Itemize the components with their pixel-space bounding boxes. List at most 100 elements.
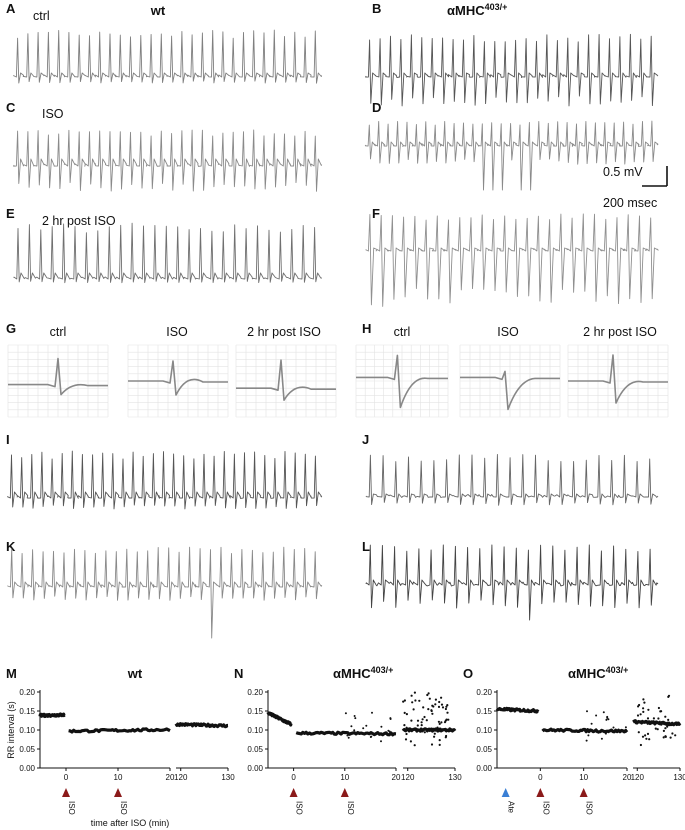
scatter-point [434, 703, 437, 706]
scatter-point [420, 724, 423, 727]
rr-series-segment [174, 722, 229, 729]
scatter-point [423, 731, 426, 734]
scatter-point [433, 732, 436, 735]
panel-letter-h: H [362, 321, 371, 336]
panel-letter-n: N [234, 666, 243, 681]
scatter-point [409, 740, 412, 743]
rr-series-segment [541, 727, 629, 734]
scatter-point [606, 715, 609, 718]
scatter-point [418, 699, 421, 702]
scatter-point [664, 735, 667, 738]
scatter-point [652, 717, 656, 720]
scatter-point [437, 705, 441, 709]
y-tick-label: 0.20 [19, 688, 35, 697]
treatment-marker-label: ISO [119, 801, 128, 815]
scatter-point [440, 721, 443, 724]
scatter-point [607, 731, 610, 734]
panel-letter-c: C [6, 100, 16, 115]
rr-series-segment [632, 719, 682, 727]
scatter-point [648, 738, 651, 741]
panel-letter-o: O [463, 666, 473, 681]
scatter-point [428, 697, 431, 700]
scatter-point [403, 711, 406, 715]
scatter-point [637, 731, 640, 734]
complex-h-post-iso [567, 344, 669, 418]
scatter-point [410, 694, 413, 697]
treatment-marker-label: ISO [295, 801, 304, 815]
title-amhc-top: αMHC403/+ [447, 2, 507, 18]
y-tick-label: 0.10 [19, 726, 35, 735]
treatment-marker-label: ISO [67, 801, 76, 815]
scatter-point [639, 713, 642, 716]
scatter-point [423, 715, 426, 719]
y-tick-label: 0.00 [247, 764, 263, 773]
scatter-point [444, 707, 447, 711]
scatter-point [369, 736, 372, 738]
scatter-point [600, 737, 603, 740]
y-tick-label: 0.20 [247, 688, 263, 697]
ecg-trace-e [13, 222, 323, 284]
panel-letter-a: A [6, 1, 16, 16]
title-amhc-main: αMHC [447, 3, 485, 18]
x-tick-label: 120 [174, 773, 188, 782]
scatter-point [411, 701, 414, 704]
scatter-point [347, 736, 350, 739]
chart-o-title: αMHC403/+ [568, 665, 628, 681]
x-tick-label: 0 [538, 773, 543, 782]
y-tick-label: 0.10 [247, 726, 263, 735]
scatter-point [624, 728, 627, 731]
scatter-point [403, 699, 406, 702]
x-tick-label: 20 [166, 773, 175, 782]
panel-letter-b: B [372, 1, 381, 16]
chart-n-title: αMHC403/+ [333, 665, 393, 681]
complex-h-iso [459, 344, 561, 418]
scatter-point [642, 707, 645, 710]
label-g-ctrl: ctrl [50, 325, 67, 339]
scatter-point [646, 732, 650, 736]
scatter-point [412, 708, 415, 711]
panel-letter-i: I [6, 432, 10, 447]
complex-g-iso [127, 344, 229, 418]
scatter-point [445, 705, 448, 708]
rr-chart-m: 0.00 0.05 0.10 0.15 0.20 0 10 20 120 130 ISO ISO RR … [6, 688, 235, 828]
scatter-point [662, 729, 666, 733]
scatter-point [636, 714, 640, 717]
chart-n-title-sup: 403/+ [371, 665, 394, 675]
scatter-point [641, 735, 645, 738]
scatter-point [664, 715, 667, 718]
scatter-point [604, 732, 607, 735]
y-tick-label: 0.00 [476, 764, 492, 773]
panel-letter-m: M [6, 666, 17, 681]
scatter-point [445, 729, 448, 732]
scatter-point [365, 724, 368, 727]
scatter-point [446, 711, 449, 714]
y-tick-label: 0.05 [247, 745, 263, 754]
complex-g-post-iso [235, 344, 337, 418]
scatter-point [405, 726, 408, 729]
x-tick-label: 130 [673, 773, 685, 782]
scatter-point [646, 717, 650, 720]
x-tick-label: 20 [623, 773, 632, 782]
treatment-marker-label: ISO [346, 801, 355, 815]
x-tick-label: 130 [448, 773, 462, 782]
x-tick-label: 120 [401, 773, 415, 782]
scatter-point [445, 718, 448, 721]
scatter-point [669, 736, 672, 739]
scatter-point [657, 722, 660, 725]
scatter-point [658, 720, 661, 723]
label-ctrl-a: ctrl [33, 9, 50, 23]
rr-series-segment [495, 706, 540, 714]
scatter-point [350, 725, 353, 728]
rr-series-segment [38, 712, 66, 719]
label-iso-c: ISO [42, 107, 64, 121]
x-tick-label: 10 [340, 773, 349, 782]
scatter-point [371, 711, 373, 714]
scatter-point [437, 728, 440, 731]
scatter-point [445, 734, 448, 738]
scatter-point [387, 729, 390, 732]
scatter-point [353, 729, 356, 732]
scalebar-voltage-label: 0.5 mV [603, 165, 643, 179]
rr-series-segment [295, 730, 397, 737]
x-tick-label: 0 [64, 773, 69, 782]
